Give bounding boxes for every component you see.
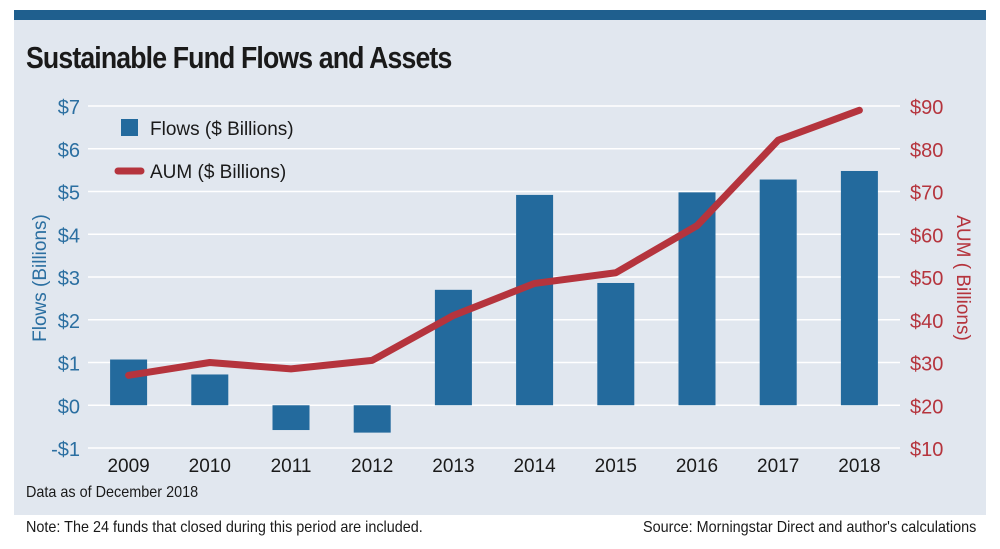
x-tick-label: 2016 [676,456,718,477]
x-tick-label: 2017 [757,456,799,477]
left-tick-label: $6 [58,140,80,162]
left-tick-label: $4 [58,225,80,247]
x-tick-label: 2014 [513,456,556,477]
x-tick-label: 2011 [271,456,312,477]
right-tick-label: $10 [910,439,943,461]
aum-line-path [125,106,863,379]
aum-line [125,106,863,379]
data-date-note: Data as of December 2018 [26,484,199,501]
x-tick-label: 2010 [189,456,231,477]
left-tick-label: $3 [58,268,80,290]
right-tick-label: $20 [910,396,943,418]
left-tick-label: $7 [58,97,80,119]
right-tick-label: $50 [910,268,943,290]
right-axis-label: AUM ( Billions) [952,215,973,341]
flow-bar-2018 [840,170,878,406]
flow-bar-2010 [191,374,229,406]
x-tick-label: 2015 [595,456,637,477]
closed-funds-note: Note: The 24 funds that closed during th… [26,519,423,536]
flow-bar-2012 [353,405,391,433]
flow-bar-2017 [759,179,797,406]
x-axis-ticks: 2009 2010 2011 2012 2013 2014 2015 2016 2017 2018 [107,456,880,477]
left-axis-ticks: -$1 $0 $1 $2 $3 $4 $5 $6 $7 [51,97,80,461]
right-tick-label: $30 [910,354,943,376]
x-tick-label: 2012 [351,456,393,477]
legend-flows-label: Flows ($ Billions) [150,119,294,140]
right-tick-label: $40 [910,311,943,333]
right-tick-label: $90 [910,97,943,119]
x-tick-label: 2009 [107,456,149,477]
left-tick-label: $1 [58,354,80,376]
source-note: Source: Morningstar Direct and author's … [642,519,976,536]
chart-title: Sustainable Fund Flows and Assets [26,40,452,75]
legend-bar-swatch [121,119,138,136]
left-tick-label: -$1 [51,439,80,461]
flow-bar-2009 [110,359,148,406]
top-rule [0,0,1000,20]
right-tick-label: $60 [910,225,943,247]
flow-bar-2014 [516,194,554,406]
left-tick-label: $2 [58,311,80,333]
flow-bar-2015 [597,282,635,406]
left-tick-label: $5 [58,183,80,205]
x-tick-label: 2013 [432,456,474,477]
right-tick-label: $80 [910,140,943,162]
left-tick-label: $0 [58,396,80,418]
x-tick-label: 2018 [838,456,880,477]
right-tick-label: $70 [910,183,943,205]
flow-bar-2011 [272,405,310,431]
left-axis-label: Flows (Billions) [30,214,51,342]
legend-aum-label: AUM ($ Billions) [150,162,286,183]
chart-panel [14,20,986,515]
legend: Flows ($ Billions) AUM ($ Billions) [114,119,294,183]
right-axis-ticks: $10 $20 $30 $40 $50 $60 $70 $80 $90 [910,97,943,461]
